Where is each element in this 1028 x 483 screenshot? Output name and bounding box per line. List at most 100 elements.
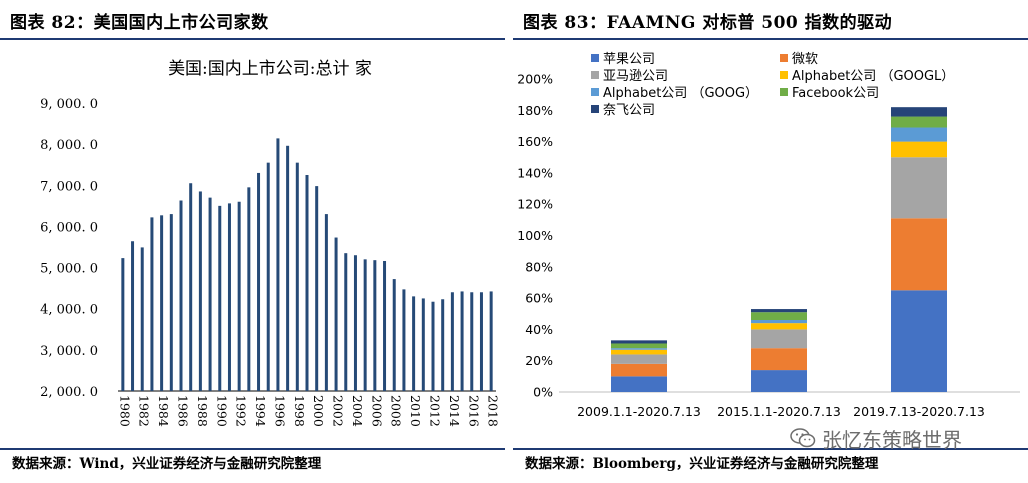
x-tick-label: 2010	[408, 395, 423, 427]
watermark: 张忆东策略世界	[790, 425, 962, 452]
bar	[412, 296, 416, 391]
stacked-segment	[611, 348, 667, 350]
y-tick-label: 200%	[517, 72, 553, 87]
y-tick-label: 160%	[517, 134, 553, 149]
x-tick-label: 2009.1.1-2020.7.13	[577, 404, 701, 419]
bar	[131, 241, 135, 391]
stacked-segment	[611, 363, 667, 377]
y-tick-label: 6, 000. 0	[40, 220, 98, 235]
stacked-segment	[891, 218, 947, 291]
x-tick-label: 1980	[117, 395, 132, 427]
left-figure-panel: 图表 82：美国国内上市公司家数 美国:国内上市公司:总计 家 2, 000. 0…	[0, 0, 505, 483]
figure-83-title: 图表 83：FAAMNG 对标普 500 指数的驱动	[523, 13, 893, 33]
bar	[179, 200, 183, 391]
title-rule	[513, 38, 1028, 40]
x-tick-label: 2015.1.1-2020.7.13	[717, 404, 841, 419]
stacked-segment	[611, 349, 667, 355]
legend-label: 苹果公司	[603, 52, 655, 67]
legend-swatch	[591, 88, 599, 96]
legend-label: Facebook公司	[792, 86, 879, 101]
legend-swatch	[591, 54, 599, 62]
stacked-segment	[611, 376, 667, 392]
y-tick-label: 120%	[517, 197, 553, 212]
bar	[344, 253, 348, 391]
bar	[334, 237, 338, 391]
legend-label: 亚马逊公司	[603, 69, 668, 84]
x-tick-label: 1994	[253, 395, 268, 427]
bar	[470, 292, 474, 391]
y-tick-label: 3, 000. 0	[40, 344, 98, 359]
bar	[431, 301, 435, 391]
wechat-icon	[790, 428, 816, 448]
bar	[121, 258, 125, 391]
y-tick-label: 2, 000. 0	[40, 385, 98, 400]
figure-83-source: 数据来源：Bloomberg，兴业证券经济与金融研究院整理	[525, 456, 879, 472]
bar	[305, 175, 309, 391]
faamng-stacked-bar-chart: 0% 20% 40% 60% 80% 100% 120% 140% 160% 180% 200% 20…	[517, 52, 1020, 419]
stacked-segment	[611, 343, 667, 349]
y-tick-label: 7, 000. 0	[40, 179, 98, 194]
bar	[315, 186, 319, 391]
bar	[295, 162, 299, 391]
stacked-segment	[751, 320, 807, 324]
y-tick-label: 100%	[517, 228, 553, 243]
y-tick-label: 140%	[517, 165, 553, 180]
y-tick-label: 0%	[533, 385, 553, 400]
bar	[324, 214, 328, 391]
legend-label: Alphabet公司 （GOOGL）	[792, 69, 954, 84]
bar	[276, 138, 280, 391]
bar	[460, 291, 464, 391]
bar	[227, 203, 231, 391]
y-tick-label: 80%	[525, 259, 553, 274]
bar	[208, 197, 212, 391]
legend-label: 微软	[792, 52, 818, 67]
y-tick-label: 9, 000. 0	[40, 97, 98, 112]
bar	[421, 298, 425, 391]
bar	[189, 183, 193, 391]
legend-swatch	[780, 88, 788, 96]
bar	[363, 259, 367, 391]
figure-82-source: 数据来源：Wind，兴业证券经济与金融研究院整理	[12, 456, 322, 472]
bar	[150, 217, 154, 391]
y-tick-label: 5, 000. 0	[40, 262, 98, 277]
y-tick-label: 4, 000. 0	[40, 303, 98, 318]
right-figure-panel: 图表 83：FAAMNG 对标普 500 指数的驱动 0% 20% 40% 60% 80…	[513, 0, 1028, 483]
x-tick-label: 2018	[486, 395, 501, 427]
x-tick-label: 2002	[331, 395, 346, 427]
stacked-segment	[751, 309, 807, 313]
bar	[169, 214, 173, 391]
x-tick-label: 2004	[350, 395, 365, 427]
title-rule	[0, 38, 505, 40]
x-tick-label: 2014	[447, 395, 462, 427]
legend-swatch	[591, 71, 599, 79]
x-tick-label: 2000	[311, 395, 326, 427]
bar	[479, 292, 483, 391]
bar	[247, 187, 251, 391]
legend-label: 奈飞公司	[603, 103, 655, 118]
bar	[383, 260, 387, 391]
y-tick-label: 60%	[525, 291, 553, 306]
x-tick-label: 1986	[176, 395, 191, 427]
bar	[489, 291, 493, 391]
x-tick-label: 1990	[214, 395, 229, 427]
bar	[441, 299, 445, 391]
legend-swatch	[591, 105, 599, 113]
stacked-segment	[751, 329, 807, 349]
stacked-segment	[891, 141, 947, 158]
stacked-segment	[751, 323, 807, 330]
bar	[373, 260, 377, 391]
x-tick-label: 2008	[389, 395, 404, 427]
x-tick-label: 1992	[234, 395, 249, 427]
stacked-segment	[611, 340, 667, 344]
bar	[160, 215, 164, 391]
bar	[266, 162, 270, 391]
stacked-segment	[611, 354, 667, 364]
y-tick-label: 40%	[525, 322, 553, 337]
legend-swatch	[780, 71, 788, 79]
bar	[218, 205, 222, 391]
listed-companies-bar-chart: 美国:国内上市公司:总计 家 2, 000. 0 3, 000. 0 4, 000. …	[40, 59, 501, 427]
y-tick-label: 20%	[525, 353, 553, 368]
source-rule	[513, 448, 1028, 450]
x-tick-label: 1998	[292, 395, 307, 427]
stacked-segment	[891, 107, 947, 117]
